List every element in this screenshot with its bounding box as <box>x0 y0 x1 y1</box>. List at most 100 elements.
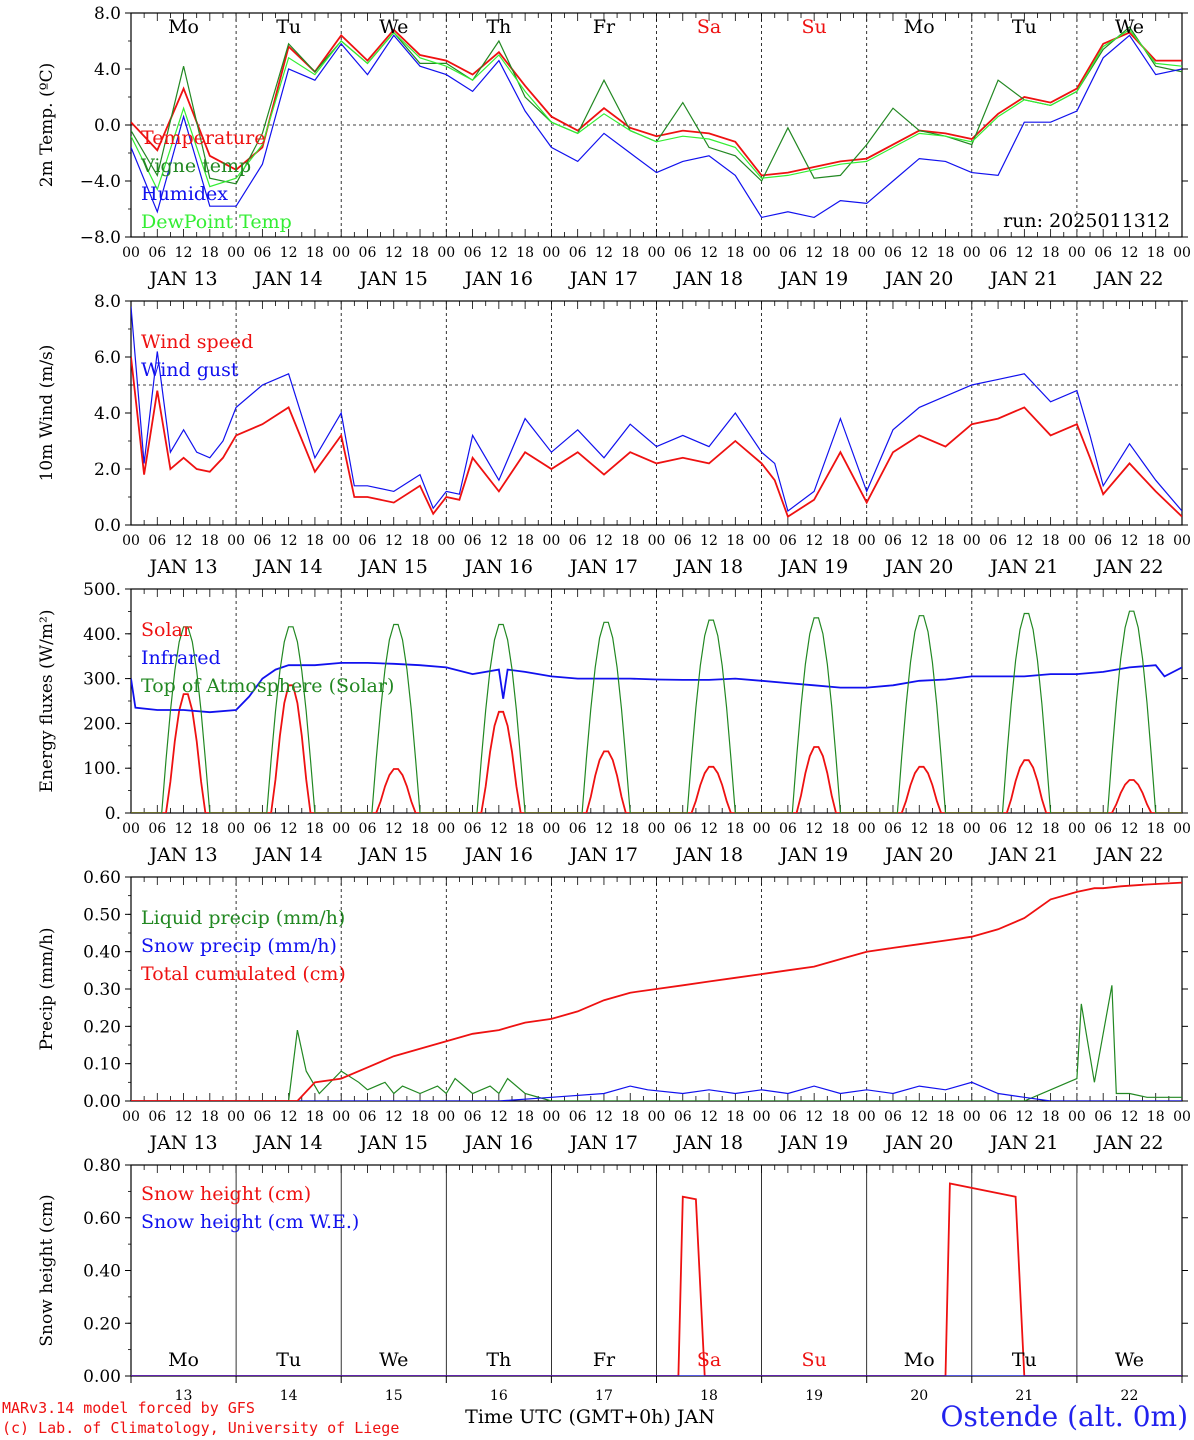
hour-tick-label: 00 <box>437 1109 455 1125</box>
hour-tick-label: 06 <box>674 533 692 549</box>
hour-tick-label: 18 <box>306 533 324 549</box>
hour-tick-label: 12 <box>490 533 508 549</box>
day-number-label: 19 <box>805 1388 823 1404</box>
y-tick-label: 0.00 <box>83 1092 121 1112</box>
hour-tick-label: 06 <box>674 1109 692 1125</box>
hour-tick-label: 12 <box>805 245 823 261</box>
y-axis-label: 2m Temp. (ºC) <box>37 63 57 188</box>
legend-entry: Infrared <box>141 647 221 669</box>
day-number-label: 13 <box>175 1388 193 1404</box>
day-number-label: 20 <box>910 1388 928 1404</box>
hour-tick-label: 00 <box>122 821 140 837</box>
hour-tick-label: 18 <box>832 1109 850 1125</box>
hour-tick-label: 18 <box>1147 821 1165 837</box>
series-line-dewpoint-temp <box>131 29 1182 191</box>
hour-tick-label: 18 <box>1042 533 1060 549</box>
hour-tick-label: 00 <box>332 821 350 837</box>
day-name-label: Tu <box>1012 1349 1037 1371</box>
date-label: JAN 21 <box>988 268 1058 290</box>
hour-tick-label: 18 <box>201 533 219 549</box>
y-tick-label: 0.0 <box>94 516 121 536</box>
hour-tick-label: 00 <box>332 1109 350 1125</box>
hour-tick-label: 12 <box>700 245 718 261</box>
date-label: JAN 16 <box>463 1132 533 1154</box>
hour-tick-label: 00 <box>122 533 140 549</box>
y-tick-label: 0.60 <box>83 1209 121 1229</box>
series-line-snow-height-cm- <box>131 1182 1182 1376</box>
hour-tick-label: 12 <box>910 245 928 261</box>
y-tick-label: −8.0 <box>80 228 121 248</box>
series-line-temperature <box>131 28 1182 177</box>
hour-tick-label: 06 <box>148 821 166 837</box>
plot-frame <box>130 300 1183 526</box>
date-label: JAN 19 <box>778 556 848 578</box>
date-label: JAN 17 <box>568 844 638 866</box>
hour-tick-label: 12 <box>805 533 823 549</box>
legend-entry: Wind gust <box>141 359 239 381</box>
y-tick-label: 0.20 <box>83 1017 121 1037</box>
hour-tick-label: 12 <box>805 821 823 837</box>
panel-2: 8.0 6.0 4.0 2.0 0.0 10m Wind (m/s) Wind speed W… <box>37 292 1191 578</box>
run-label: run: 2025011312 <box>1003 210 1170 232</box>
hour-tick-label: 12 <box>1015 533 1033 549</box>
day-number-label: 17 <box>595 1388 613 1404</box>
hour-tick-label: 00 <box>1173 821 1191 837</box>
hour-tick-label: 12 <box>1015 245 1033 261</box>
hour-tick-label: 12 <box>595 533 613 549</box>
hour-tick-label: 18 <box>937 533 955 549</box>
hour-tick-label: 12 <box>280 533 298 549</box>
date-label: JAN 13 <box>147 844 217 866</box>
plot-frame <box>130 588 1183 814</box>
date-label: JAN 15 <box>358 556 428 578</box>
hour-tick-label: 18 <box>201 821 219 837</box>
hour-tick-label: 18 <box>726 821 744 837</box>
series-line-humidex <box>131 34 1182 219</box>
hour-tick-label: 00 <box>1068 1109 1086 1125</box>
day-name-label: Mo <box>168 16 199 38</box>
hour-tick-label: 06 <box>884 533 902 549</box>
day-name-label: We <box>1115 16 1144 38</box>
hour-tick-label: 18 <box>1147 533 1165 549</box>
date-label: JAN 16 <box>463 556 533 578</box>
date-label: JAN 19 <box>778 1132 848 1154</box>
hour-tick-label: 18 <box>621 1109 639 1125</box>
hour-tick-label: 12 <box>490 1109 508 1125</box>
date-label: JAN 15 <box>358 268 428 290</box>
hour-tick-label: 06 <box>1094 1109 1112 1125</box>
hour-tick-label: 12 <box>175 1109 193 1125</box>
day-name-label: Mo <box>904 1349 935 1371</box>
series-line-total-cumulated-cm- <box>131 881 1182 1101</box>
date-label: JAN 14 <box>253 556 323 578</box>
hour-tick-label: 18 <box>201 245 219 261</box>
hour-tick-label: 12 <box>700 821 718 837</box>
date-label: JAN 17 <box>568 556 638 578</box>
hour-tick-label: 12 <box>805 1109 823 1125</box>
day-number-label: 16 <box>490 1388 508 1404</box>
hour-tick-label: 00 <box>227 821 245 837</box>
hour-tick-label: 00 <box>963 245 981 261</box>
date-label: JAN 13 <box>147 268 217 290</box>
hour-tick-label: 06 <box>148 245 166 261</box>
panel-1: 8.0 4.0 0.0 −4.0 −8.0 2m Temp. (ºC) Temperatur… <box>37 4 1191 290</box>
panel-3: 500. 400. 300. 200. 100. 0. Energy fluxes (W/m… <box>37 580 1191 866</box>
hour-tick-label: 00 <box>963 821 981 837</box>
date-label: JAN 20 <box>883 556 953 578</box>
y-tick-label: 400. <box>83 625 121 645</box>
day-number-label: 21 <box>1015 1388 1033 1404</box>
legend-entry: Temperature <box>141 127 265 149</box>
hour-tick-label: 12 <box>175 245 193 261</box>
hour-tick-label: 18 <box>516 245 534 261</box>
hour-tick-label: 18 <box>201 1109 219 1125</box>
legend-entry: Vigne temp <box>140 155 251 177</box>
credits-line-1: MARv3.14 model forced by GFS <box>2 1399 255 1417</box>
hour-tick-label: 12 <box>910 1109 928 1125</box>
day-name-label: Fr <box>593 16 616 38</box>
hour-tick-label: 12 <box>595 245 613 261</box>
y-tick-label: 0.0 <box>94 116 121 136</box>
date-label: JAN 22 <box>1093 268 1163 290</box>
hour-tick-label: 00 <box>858 245 876 261</box>
hour-tick-label: 06 <box>674 821 692 837</box>
hour-tick-label: 00 <box>1173 245 1191 261</box>
hour-tick-label: 18 <box>306 1109 324 1125</box>
hour-tick-label: 06 <box>779 821 797 837</box>
